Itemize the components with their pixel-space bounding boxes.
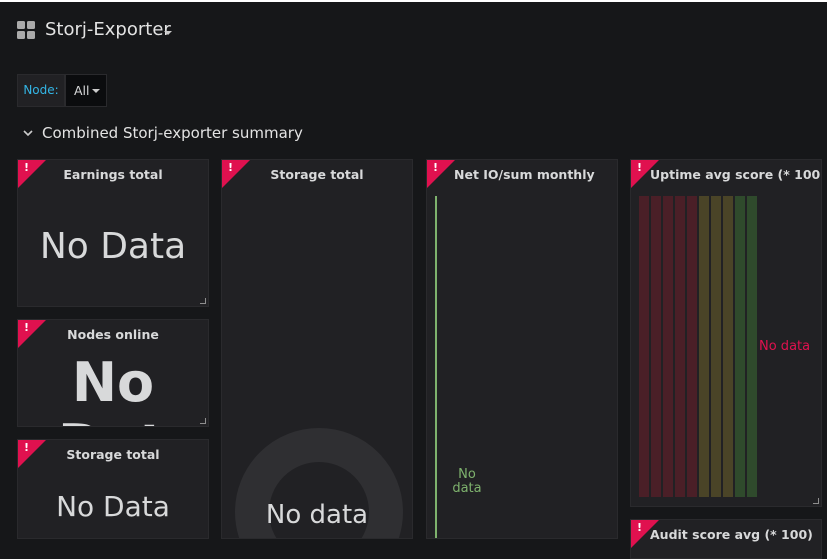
- dashboard-title[interactable]: Storj-Exporter: [45, 19, 171, 40]
- panel-title[interactable]: Storage total: [270, 167, 364, 182]
- no-data: No data: [759, 339, 811, 354]
- select-caret: [92, 89, 100, 93]
- no-data: No data: [265, 500, 369, 530]
- error-corner: [18, 160, 46, 188]
- panel: ! Audit score avg (* 100): [630, 519, 822, 559]
- variable-value: All: [74, 83, 90, 98]
- panel: ! Storage total No data: [221, 159, 413, 539]
- title-caret: [164, 31, 172, 35]
- no-data: No Data: [58, 351, 202, 427]
- dashboard-icon: [17, 21, 35, 39]
- error-corner: [18, 440, 46, 468]
- panel-title[interactable]: Audit score avg (* 100): [650, 527, 813, 542]
- top-edge: [0, 0, 827, 2]
- error-corner: [427, 160, 455, 188]
- panel-title[interactable]: Storage total: [66, 447, 160, 462]
- panel: ! Uptime avg score (* 100) No data: [630, 159, 822, 507]
- panel-title[interactable]: Earnings total: [63, 167, 163, 182]
- empty-gauge: [235, 428, 403, 538]
- empty-bars: [639, 196, 757, 497]
- row-chevron[interactable]: [23, 130, 33, 138]
- panel-title[interactable]: Nodes online: [67, 327, 159, 342]
- error-corner: [18, 320, 46, 348]
- row-title[interactable]: Combined Storj-exporter summary: [42, 124, 303, 142]
- panel-title[interactable]: Net IO/sum monthly: [454, 167, 595, 182]
- variable-select[interactable]: All: [65, 74, 107, 107]
- panel: ! Storage total No Data: [17, 439, 209, 539]
- panel: ! Net IO/sum monthly No data: [426, 159, 618, 539]
- no-data: No Data: [56, 490, 170, 523]
- variable-label: Node:: [17, 74, 65, 107]
- panel-title[interactable]: Uptime avg score (* 100): [650, 167, 822, 182]
- error-corner: [631, 160, 659, 188]
- error-corner: [222, 160, 250, 188]
- graph-axis: [435, 196, 437, 538]
- panel: ! Nodes online No Data: [17, 319, 209, 427]
- no-data: No Data: [39, 226, 187, 267]
- no-data: No data: [452, 467, 482, 496]
- panel: ! Earnings total No Data: [17, 159, 209, 307]
